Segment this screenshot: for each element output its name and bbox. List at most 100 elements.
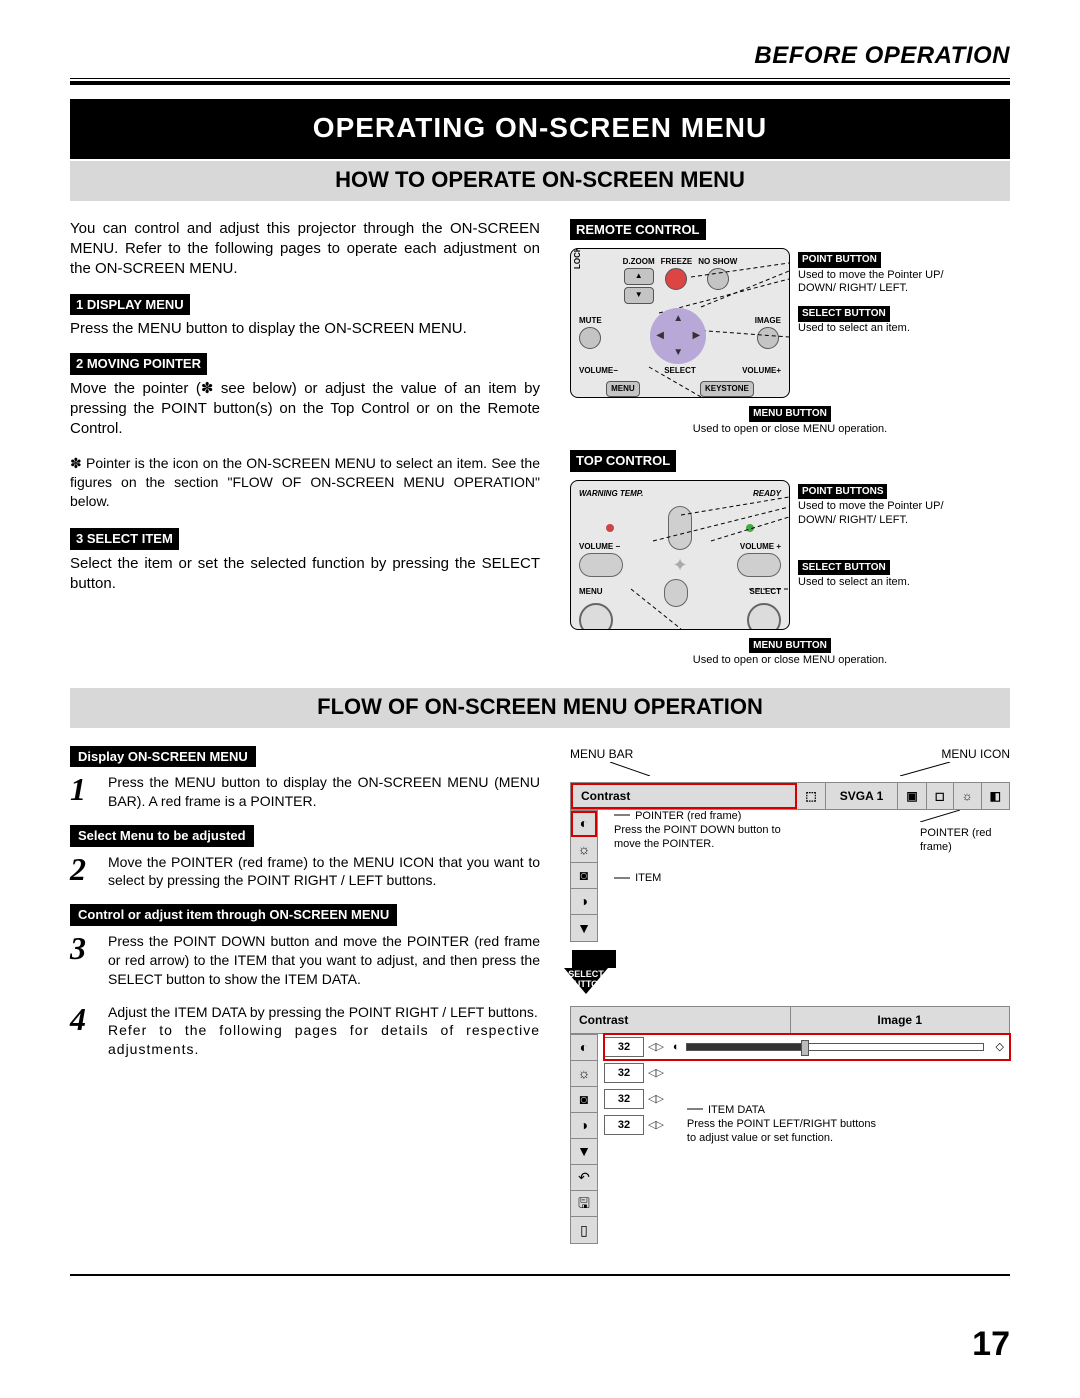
select-label: SELECT [664,366,696,377]
step1-tag: 1 DISPLAY MENU [70,294,190,316]
freeze-label: FREEZE [661,257,693,268]
osd-i2[interactable]: ◻ [927,783,954,809]
top-select-label: SELECT [749,587,781,598]
osd-bar-1: Contrast ⬚ SVGA 1 ▣ ◻ ☼ ◧ [570,782,1010,810]
noshow-btn[interactable] [707,268,729,290]
flow-step4b: Refer to the following pages for details… [108,1022,540,1057]
top-down[interactable] [664,579,688,607]
slider-icon: ◐ [673,1040,680,1055]
osd2-ic3[interactable]: ◙ [571,1087,597,1113]
flow-step3: Press the POINT DOWN button and move the… [108,932,540,989]
led1 [606,524,614,532]
arr3[interactable]: ◁▷ [648,1092,663,1107]
osd2-ic8[interactable]: ▯ [571,1217,597,1243]
num-3: 3 [70,932,98,989]
osd-mode[interactable]: SVGA 1 [826,783,899,809]
image-btn[interactable] [757,327,779,349]
osd-contrast[interactable]: Contrast [571,783,797,809]
top-point-text: Used to move the Pointer UP/ DOWN/ RIGHT… [798,500,978,528]
section-header: BEFORE OPERATION [70,40,1010,72]
top-right[interactable] [737,553,781,577]
menu-btn[interactable]: MENU [606,381,640,398]
select-arrow: SELECT BUTTON [564,968,608,994]
led2 [746,524,754,532]
menubtn-text: Used to open or close MENU operation. [570,423,1010,437]
osd2-ic7[interactable]: 🖫 [571,1191,597,1217]
osd-i3[interactable]: ☼ [954,783,982,809]
top-title: TOP CONTROL [570,450,676,472]
flow-step4a: Adjust the ITEM DATA by pressing the POI… [108,1004,538,1020]
pointer-instr: Press the POINT DOWN button to move the … [614,824,781,850]
flow-h3: Control or adjust item through ON-SCREEN… [70,904,397,926]
selectbtn-tag: SELECT BUTTON [798,306,890,322]
menubar-label: MENU BAR [570,746,633,762]
step2-tag: 2 MOVING POINTER [70,353,207,375]
osd-bar-2: Contrast Image 1 [570,1006,1010,1034]
val3: 32 [604,1089,644,1109]
osd-ic-contrast[interactable]: ◐ [571,811,597,837]
flow-h2: Select Menu to be adjusted [70,825,254,847]
osd2-ic5[interactable]: ▼ [571,1139,597,1165]
top-selectbtn-tag: SELECT BUTTON [798,560,890,576]
dpad[interactable]: ▲ ▼ ◀ ▶ [650,308,706,364]
top-menubtn-tag: MENU BUTTON [749,638,831,654]
keystone-btn[interactable]: KEYSTONE [700,381,754,398]
num-2: 2 [70,853,98,891]
noshow-label: NO SHOW [698,257,737,268]
step1-text: Press the MENU button to display the ON-… [70,319,540,339]
step3-text: Select the item or set the selected func… [70,554,540,595]
dzoom-up[interactable]: ▲ [624,268,654,285]
flow-h1: Display ON-SCREEN MENU [70,746,256,768]
top-up[interactable] [668,506,692,550]
top-select-btn[interactable] [747,603,781,630]
osd2-ic4[interactable]: ◑ [571,1113,597,1139]
select-arrow-label: SELECT BUTTON [564,970,608,990]
top-cross: ✦ [672,553,687,577]
point-tag: POINT BUTTON [798,252,881,268]
osd2-side: ◐ ☼ ◙ ◑ ▼ ↶ 🖫 ▯ [570,1034,598,1244]
main-banner: OPERATING ON-SCREEN MENU [70,99,1010,159]
osd-side-1: ◐ ☼ ◙ ◑ ▼ [570,810,598,942]
freeze-btn[interactable] [665,268,687,290]
osd-icon-input[interactable]: ⬚ [797,783,825,809]
osd-ic-bright[interactable]: ☼ [571,837,597,863]
osd2-ic6[interactable]: ↶ [571,1165,597,1191]
slider[interactable] [686,1043,984,1051]
osd2-ic2[interactable]: ☼ [571,1061,597,1087]
rule-thick [70,81,1010,85]
page-number: 17 [70,1316,1010,1368]
arr2[interactable]: ◁▷ [648,1066,663,1081]
remote-diagram: LOCK ▶ D.ZOOM ▲ ▼ FREEZE NO SHOW [570,248,790,398]
top-menubtn-text: Used to open or close MENU operation. [570,654,1010,668]
num-4: 4 [70,1003,98,1060]
osd-ic-tint[interactable]: ◑ [571,889,597,915]
top-menu-label: MENU [579,587,603,598]
top-volminus: VOLUME − [579,542,620,553]
osd-ic-color[interactable]: ◙ [571,863,597,889]
osd-i1[interactable]: ▣ [898,783,926,809]
osd-i4[interactable]: ◧ [982,783,1009,809]
image-label: IMAGE [755,316,781,327]
osd-ic-down[interactable]: ▼ [571,915,597,941]
arr1[interactable]: ◁▷ [648,1040,663,1055]
osd2-ic1[interactable]: ◐ [571,1035,597,1061]
lock-label: LOCK ▶ [573,248,584,269]
pointer-caption: POINTER (red frame) [920,827,992,853]
arr4[interactable]: ◁▷ [648,1118,663,1133]
mute-btn[interactable] [579,327,601,349]
ready-label: READY [753,489,781,500]
osd2-image[interactable]: Image 1 [791,1007,1010,1033]
slider-end: ◇ [996,1040,1004,1055]
top-menu-btn[interactable] [579,603,613,630]
osd2-contrast[interactable]: Contrast [571,1007,791,1033]
dzoom-label: D.ZOOM [623,257,655,268]
dzoom-down[interactable]: ▼ [624,287,654,304]
menuicon-label: MENU ICON [941,746,1010,762]
rule-thin [70,78,1010,79]
item-label: ITEM [635,872,661,884]
flow-step4: Adjust the ITEM DATA by pressing the POI… [108,1003,540,1060]
top-left[interactable] [579,553,623,577]
num-1: 1 [70,773,98,811]
warning-label: WARNING TEMP. [579,489,643,500]
sub-banner-2: FLOW OF ON-SCREEN MENU OPERATION [70,688,1010,728]
